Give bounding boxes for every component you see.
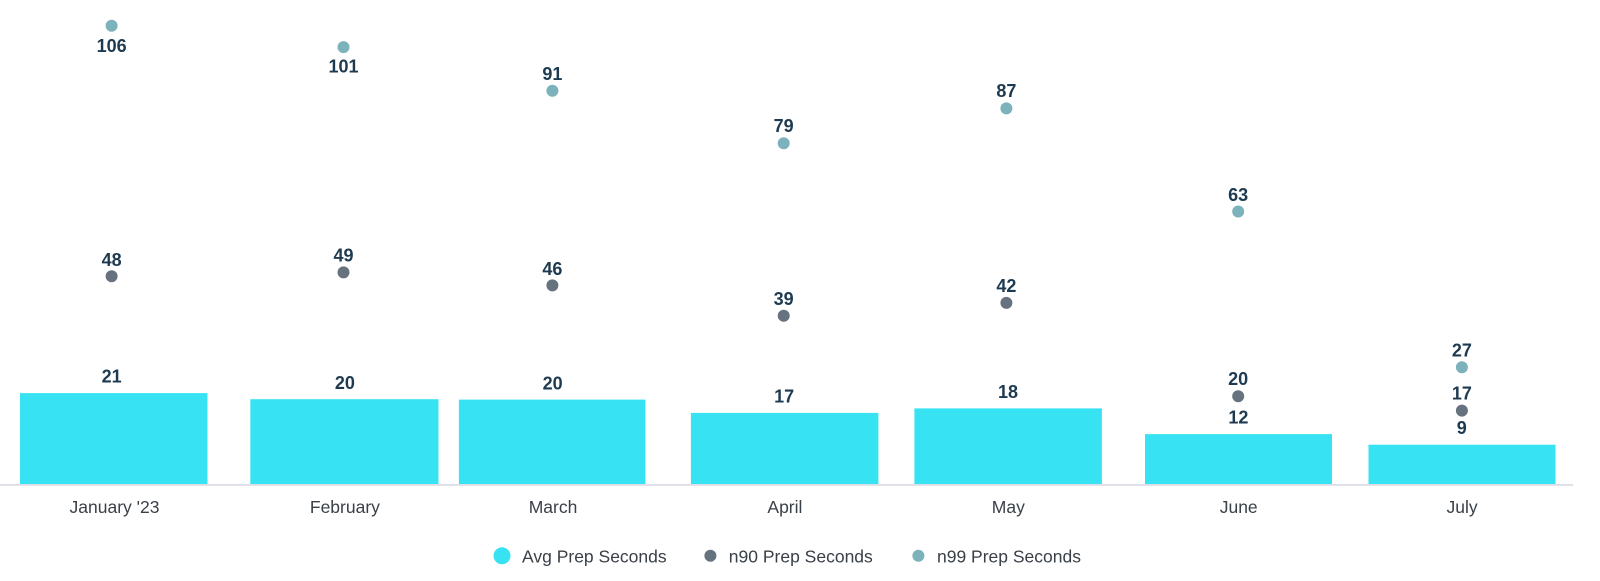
svg-text:39: 39	[774, 289, 794, 309]
svg-text:June: June	[1220, 497, 1258, 517]
svg-text:April: April	[767, 497, 802, 517]
svg-text:27: 27	[1452, 340, 1472, 360]
svg-text:79: 79	[774, 116, 794, 136]
svg-text:63: 63	[1228, 185, 1248, 205]
svg-text:46: 46	[542, 259, 562, 279]
svg-text:18: 18	[998, 382, 1018, 402]
svg-text:May: May	[992, 497, 1025, 517]
svg-text:17: 17	[1452, 384, 1472, 404]
svg-text:106: 106	[97, 36, 127, 56]
svg-text:12: 12	[1228, 408, 1248, 428]
svg-text:20: 20	[543, 373, 563, 393]
svg-text:20: 20	[335, 373, 355, 393]
svg-text:17: 17	[774, 387, 794, 407]
svg-text:Avg Prep Seconds: Avg Prep Seconds	[522, 547, 667, 567]
svg-text:March: March	[529, 497, 578, 517]
svg-text:February: February	[310, 497, 380, 517]
svg-text:87: 87	[996, 81, 1016, 101]
svg-text:n90 Prep Seconds: n90 Prep Seconds	[729, 547, 873, 567]
svg-text:42: 42	[996, 276, 1016, 296]
svg-text:July: July	[1447, 497, 1478, 517]
svg-text:91: 91	[542, 64, 562, 84]
svg-text:January '23: January '23	[70, 497, 160, 517]
svg-text:48: 48	[102, 250, 122, 270]
svg-text:n99 Prep Seconds: n99 Prep Seconds	[937, 547, 1081, 567]
svg-text:21: 21	[102, 367, 122, 387]
svg-text:9: 9	[1457, 418, 1467, 438]
svg-text:101: 101	[328, 56, 358, 76]
svg-text:20: 20	[1228, 369, 1248, 389]
svg-text:49: 49	[333, 246, 353, 266]
